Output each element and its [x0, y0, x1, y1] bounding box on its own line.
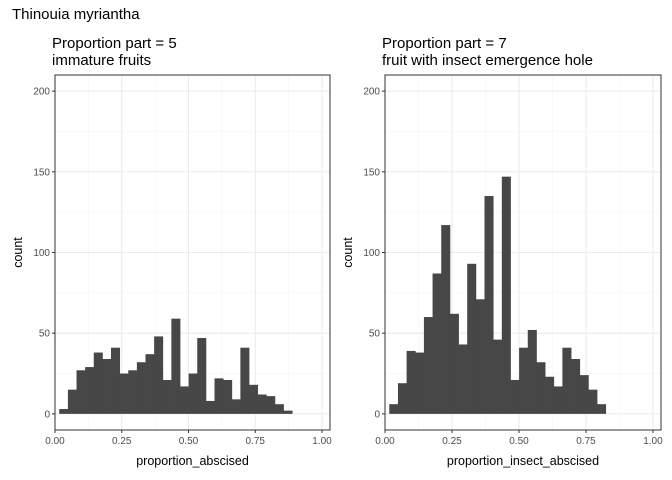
histogram-bar: [475, 299, 485, 414]
x-tick-label: 0.50: [509, 436, 529, 447]
histogram-bar: [59, 409, 69, 414]
histogram-bar: [188, 373, 198, 414]
histogram-bar: [283, 410, 293, 414]
histogram-bar: [397, 383, 407, 414]
histogram-bar: [205, 400, 215, 414]
histogram-bar: [85, 367, 95, 414]
histogram-bar: [102, 359, 112, 414]
histogram-bar: [223, 379, 233, 414]
x-tick-label: 1.00: [643, 436, 663, 447]
y-axis-label: count: [11, 237, 25, 268]
histogram-bar: [527, 329, 537, 414]
histogram-bar: [257, 394, 267, 414]
histogram-bar: [510, 379, 520, 414]
y-tick-label: 50: [39, 329, 51, 340]
histogram-bar: [588, 389, 598, 414]
histogram-bar: [231, 399, 241, 414]
panel-subtitle: immature fruits: [52, 52, 151, 69]
histogram-bar: [389, 404, 399, 414]
x-tick-label: 0.25: [442, 436, 462, 447]
histogram-bar: [180, 386, 190, 414]
panel-title: Proportion part = 7: [382, 35, 507, 52]
histogram-bar: [432, 273, 442, 414]
histogram-bar: [441, 225, 451, 414]
y-tick-label: 150: [33, 167, 50, 178]
histogram-bar: [136, 362, 146, 414]
y-tick-label: 100: [33, 248, 50, 259]
histogram-bar: [415, 352, 425, 414]
histogram-bar: [240, 347, 250, 414]
histogram-bar: [597, 404, 607, 414]
x-tick-label: 0.50: [179, 436, 199, 447]
y-tick-label: 50: [369, 329, 381, 340]
x-tick-label: 0.00: [45, 436, 65, 447]
histogram-bar: [266, 396, 276, 414]
histogram-bar: [493, 339, 503, 414]
x-tick-label: 0.75: [576, 436, 596, 447]
histogram-bar: [458, 344, 468, 414]
y-tick-label: 0: [44, 409, 50, 420]
histogram-bar: [519, 347, 529, 414]
x-axis-label: proportion_insect_abscised: [447, 454, 599, 468]
histogram-bar: [145, 354, 155, 414]
histogram-bar: [76, 370, 86, 414]
histogram-bar: [553, 386, 563, 414]
histogram-bar: [214, 378, 224, 414]
histogram-bar: [248, 384, 259, 414]
y-tick-label: 100: [363, 248, 380, 259]
panel-subtitle: fruit with insect emergence hole: [382, 52, 593, 69]
y-tick-label: 0: [374, 409, 380, 420]
histogram-bar: [484, 196, 494, 414]
x-tick-label: 1.00: [312, 436, 332, 447]
histogram-bar: [154, 336, 164, 414]
y-tick-label: 150: [363, 167, 380, 178]
histogram-bar: [119, 373, 129, 414]
x-axis-label: proportion_abscised: [136, 454, 249, 468]
histogram-bar: [197, 338, 207, 414]
histogram-bar: [501, 176, 511, 414]
histogram-bar: [128, 370, 138, 414]
panel-title: Proportion part = 5: [52, 35, 177, 52]
histogram-bar: [67, 389, 77, 414]
y-axis-label: count: [341, 237, 355, 268]
histogram-bar: [171, 318, 181, 414]
y-tick-label: 200: [363, 87, 380, 98]
histogram-bar: [467, 263, 477, 414]
histogram-bar: [162, 379, 172, 414]
page-title: Thinouia myriantha: [12, 6, 140, 23]
x-tick-label: 0.75: [246, 436, 266, 447]
histogram-bar: [571, 359, 581, 414]
histogram-bar: [406, 350, 416, 414]
x-tick-label: 0.00: [375, 436, 395, 447]
x-tick-label: 0.25: [112, 436, 132, 447]
histogram-bar: [536, 362, 546, 414]
histogram-bar: [111, 347, 121, 414]
histogram-bar: [423, 317, 433, 414]
histogram-bar: [449, 313, 459, 414]
histogram-bar: [562, 347, 572, 414]
histogram-bars: [389, 176, 607, 414]
histogram-bar: [274, 404, 284, 414]
histogram-bar: [579, 375, 589, 414]
histogram-bar: [545, 376, 555, 414]
histogram-bar: [93, 352, 103, 414]
histogram-bars: [59, 318, 293, 414]
y-tick-label: 200: [33, 87, 50, 98]
